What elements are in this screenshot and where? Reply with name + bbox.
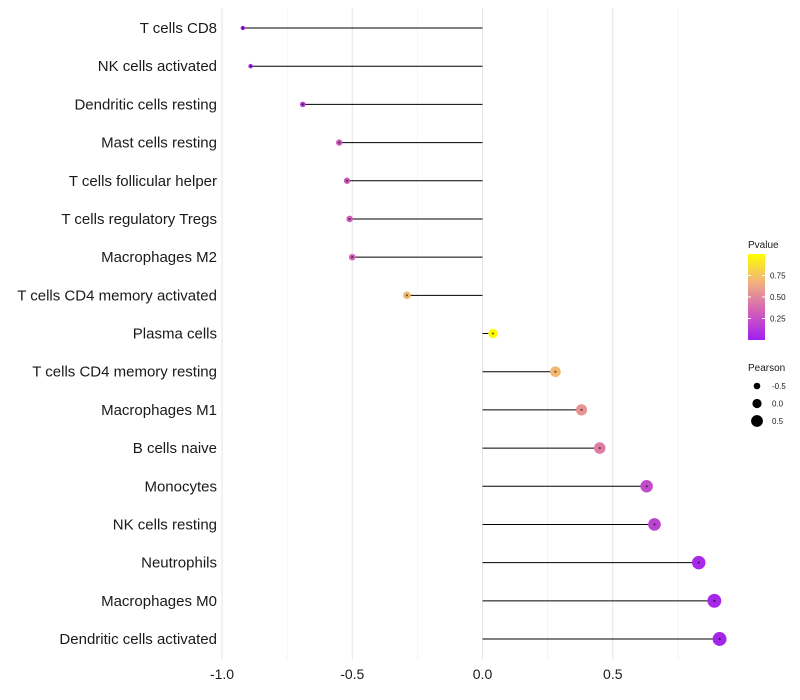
lollipop-point-center [348, 217, 351, 221]
x-tick-label: 0.0 [473, 666, 493, 682]
category-label: Plasma cells [133, 326, 217, 343]
lollipop-points [240, 25, 727, 646]
lollipop-point-center [405, 294, 409, 297]
category-label: T cells CD4 memory resting [32, 364, 217, 381]
lollipop-point-center [491, 332, 495, 335]
category-label: NK cells activated [98, 58, 217, 75]
legend: Pvalue 0.75 0.50 0.25 Pearson -0.5 0.0 0.5 [748, 240, 786, 427]
lollipop-point-center [598, 446, 601, 450]
pvalue-colorbar [748, 254, 765, 340]
x-axis-ticks: -1.0 -0.5 0.0 0.5 [210, 666, 623, 682]
lollipop-point-center [697, 561, 700, 564]
category-label: Mast cells resting [101, 135, 217, 152]
category-label: B cells naive [133, 440, 217, 457]
category-label: T cells CD8 [140, 20, 217, 37]
lollipop-point-center [653, 523, 656, 526]
colorbar-tick-label: 0.75 [770, 272, 786, 281]
pearson-legend-title: Pearson [748, 363, 785, 374]
pvalue-legend-title: Pvalue [748, 240, 779, 251]
lollipop-point-center [645, 485, 648, 488]
category-label: T cells regulatory Tregs [61, 211, 217, 228]
lollipop-point-center [351, 256, 354, 259]
colorbar-tick-label: 0.50 [770, 293, 786, 302]
category-label: T cells follicular helper [69, 173, 217, 190]
category-label: Dendritic cells activated [59, 631, 217, 648]
category-label: Dendritic cells resting [74, 96, 217, 113]
lollipop-point-center [345, 179, 349, 182]
pearson-legend-label: -0.5 [772, 382, 786, 391]
category-label: T cells CD4 memory activated [17, 287, 217, 304]
lollipop-point-center [718, 637, 721, 641]
pearson-legend-key [753, 382, 761, 390]
category-label: Neutrophils [141, 555, 217, 572]
lollipop-stems [242, 27, 720, 640]
lollipop-point-center [249, 65, 252, 68]
category-label: Macrophages M2 [101, 249, 217, 266]
category-labels: T cells CD8 NK cells activated Dendritic c… [17, 20, 217, 648]
lollipop-point-center [301, 103, 304, 106]
x-tick-label: 0.5 [603, 666, 623, 682]
category-label: NK cells resting [113, 516, 217, 533]
pearson-legend-label: 0.0 [772, 400, 784, 409]
x-tick-label: -0.5 [340, 666, 364, 682]
colorbar-tick-label: 0.25 [770, 315, 786, 324]
category-label: Macrophages M1 [101, 402, 217, 419]
pearson-legend-key [751, 415, 763, 427]
lollipop-point-center [713, 599, 716, 602]
category-label: Macrophages M0 [101, 593, 217, 610]
lollipop-point-center [580, 408, 583, 411]
lollipop-point-center [241, 26, 244, 30]
lollipop-point-center [338, 141, 341, 144]
pearson-legend-label: 0.5 [772, 417, 784, 426]
lollipop-point-center [554, 370, 557, 373]
pearson-legend-key [752, 398, 762, 409]
category-label: Monocytes [144, 478, 217, 495]
x-tick-label: -1.0 [210, 666, 234, 682]
